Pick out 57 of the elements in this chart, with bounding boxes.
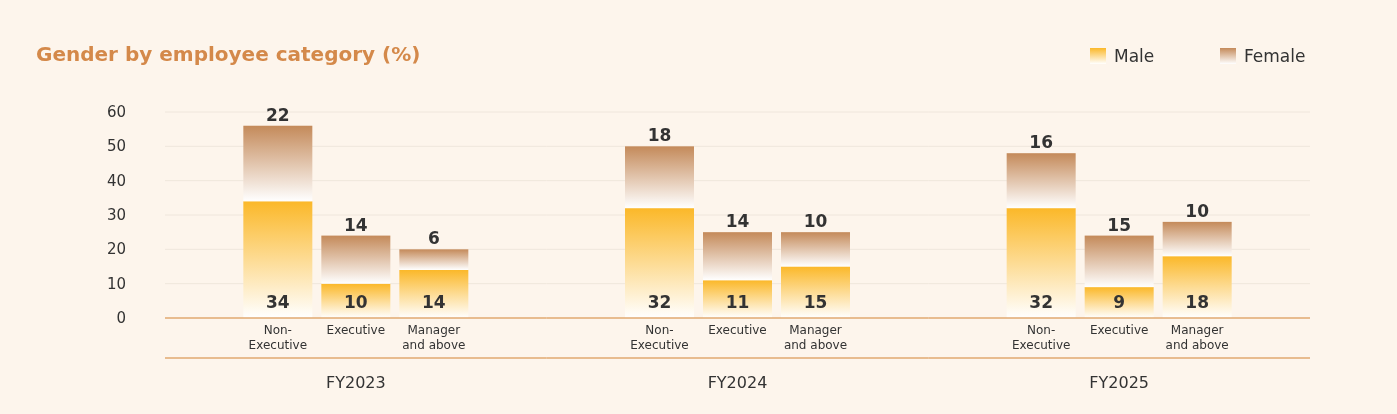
bar xyxy=(243,201,313,318)
x-tick-label: Non-Executive xyxy=(248,323,308,352)
data-label: 14 xyxy=(422,292,446,312)
bar xyxy=(1006,208,1076,318)
bar xyxy=(1162,221,1232,257)
bar xyxy=(1006,153,1076,209)
bar xyxy=(625,208,694,318)
bar xyxy=(781,266,850,318)
y-tick-label: 20 xyxy=(106,240,126,259)
y-tick-label: 0 xyxy=(116,309,126,327)
x-axis-title: FY2023 xyxy=(325,373,386,392)
y-tick-label: 50 xyxy=(106,137,126,156)
legend-label: Female xyxy=(1244,46,1306,66)
data-label: 15 xyxy=(803,292,828,312)
bar xyxy=(625,146,694,209)
data-label: 6 xyxy=(427,228,440,249)
data-label: 32 xyxy=(647,292,672,312)
bar xyxy=(781,232,850,267)
data-label: 22 xyxy=(266,104,290,125)
data-label: 10 xyxy=(803,211,828,232)
data-label: 34 xyxy=(266,292,290,312)
chart-title: Gender by employee category (%) xyxy=(36,42,421,66)
bar xyxy=(1162,256,1232,318)
y-tick-label: 30 xyxy=(106,206,126,224)
x-tick-label: Executive xyxy=(1089,323,1149,337)
data-label: 16 xyxy=(1029,132,1053,153)
bar xyxy=(1084,235,1154,288)
x-tick-label: Manager and above xyxy=(783,323,848,352)
data-label: 11 xyxy=(725,292,750,312)
data-label: 18 xyxy=(1185,292,1209,312)
data-label: 14 xyxy=(725,211,750,232)
bar xyxy=(321,235,391,284)
bar xyxy=(243,125,313,202)
bar xyxy=(703,232,772,281)
x-tick-label: Executive xyxy=(326,323,386,337)
x-axis-title: FY2024 xyxy=(707,373,768,392)
data-label: 15 xyxy=(1107,214,1131,235)
data-label: 10 xyxy=(344,292,368,312)
data-label: 18 xyxy=(647,125,672,146)
y-tick-label: 10 xyxy=(106,274,126,293)
y-tick-label: 60 xyxy=(106,103,126,121)
data-label: 14 xyxy=(344,214,368,235)
data-label: 9 xyxy=(1113,292,1126,312)
data-label: 32 xyxy=(1029,292,1053,312)
x-tick-label: Executive xyxy=(708,323,767,337)
bar xyxy=(703,280,772,318)
data-label: 10 xyxy=(1185,200,1210,221)
x-tick-label: Manager and above xyxy=(1165,323,1229,352)
x-tick-label: Non-Executive xyxy=(630,323,689,352)
bar xyxy=(1084,287,1154,318)
x-tick-label: Non-Executive xyxy=(1011,323,1071,352)
x-axis-title: FY2025 xyxy=(1089,373,1150,392)
bar xyxy=(399,249,469,270)
x-tick-label: Manager and above xyxy=(402,323,466,352)
y-tick-label: 40 xyxy=(106,171,126,190)
legend-label: Male xyxy=(1114,46,1155,66)
bar xyxy=(399,269,469,318)
